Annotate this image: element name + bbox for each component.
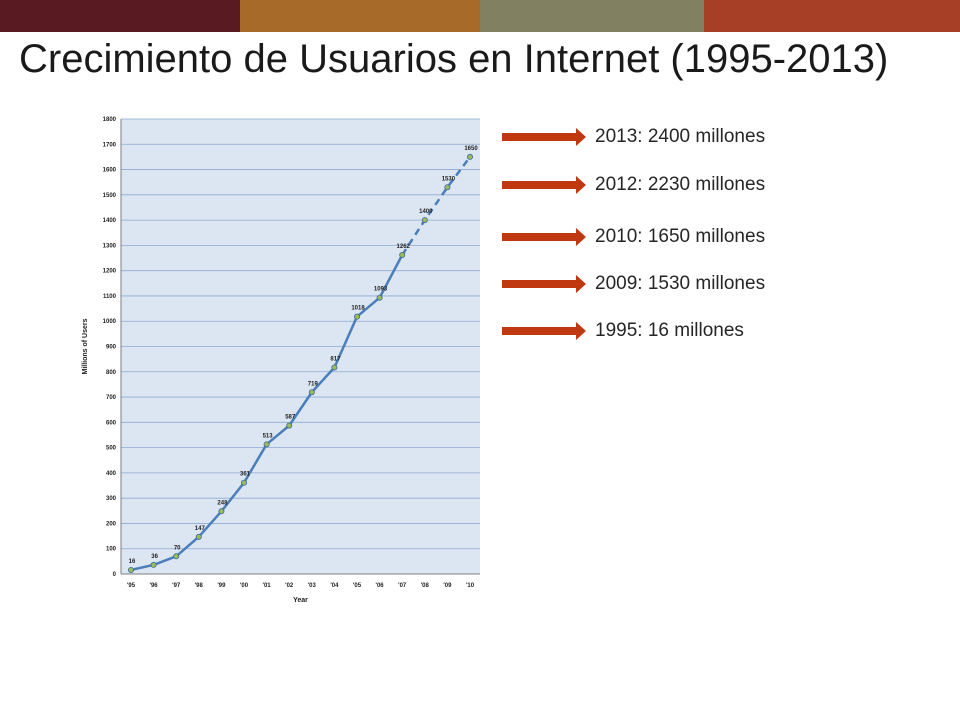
y-tick-label: 1200 bbox=[103, 269, 117, 275]
data-label: 1262 bbox=[397, 244, 411, 250]
data-point bbox=[466, 153, 473, 160]
x-tick-label: '06 bbox=[376, 583, 385, 589]
callout-text: 2009: 1530 millones bbox=[595, 273, 766, 294]
data-label: 248 bbox=[217, 500, 228, 506]
y-tick-label: 800 bbox=[106, 370, 117, 376]
x-tick-label: '08 bbox=[421, 583, 430, 589]
y-tick-label: 1400 bbox=[103, 218, 117, 224]
data-point bbox=[128, 566, 135, 573]
data-label: 147 bbox=[195, 526, 206, 532]
data-point bbox=[286, 422, 293, 429]
x-tick-label: '01 bbox=[263, 583, 272, 589]
y-tick-label: 100 bbox=[106, 547, 117, 553]
data-label: 587 bbox=[285, 415, 296, 421]
y-tick-label: 1100 bbox=[103, 294, 117, 300]
x-tick-label: '05 bbox=[353, 583, 362, 589]
data-point bbox=[218, 508, 225, 515]
data-point bbox=[173, 553, 180, 560]
top-color-bar bbox=[0, 0, 960, 32]
y-tick-label: 1800 bbox=[103, 117, 117, 123]
data-point bbox=[195, 533, 202, 540]
x-tick-label: '09 bbox=[443, 583, 452, 589]
x-tick-label: '03 bbox=[308, 583, 317, 589]
y-tick-label: 1700 bbox=[103, 142, 117, 148]
data-point bbox=[263, 441, 270, 448]
x-tick-label: '04 bbox=[330, 583, 339, 589]
data-point bbox=[150, 561, 157, 568]
y-tick-label: 500 bbox=[106, 446, 117, 452]
data-label: 1400 bbox=[419, 209, 433, 215]
y-tick-label: 1600 bbox=[103, 168, 117, 174]
top-bar-segment bbox=[480, 0, 704, 32]
x-tick-label: '98 bbox=[195, 583, 204, 589]
callout-text: 2010: 1650 millones bbox=[595, 226, 766, 247]
x-axis-label: Year bbox=[293, 597, 308, 604]
series-line-projected bbox=[401, 156, 472, 256]
data-point bbox=[444, 184, 451, 191]
y-tick-label: 1300 bbox=[103, 243, 117, 249]
callout-text: 1995: 16 millones bbox=[595, 320, 744, 341]
y-tick-label: 300 bbox=[106, 496, 117, 502]
data-label: 719 bbox=[308, 381, 319, 387]
right-arrow-icon bbox=[502, 176, 586, 194]
right-arrow-icon bbox=[502, 128, 586, 146]
x-tick-label: '02 bbox=[285, 583, 294, 589]
x-tick-label: '95 bbox=[127, 583, 136, 589]
y-tick-label: 400 bbox=[106, 471, 117, 477]
y-tick-label: 0 bbox=[113, 572, 117, 578]
top-bar-segment bbox=[240, 0, 480, 32]
data-label: 1018 bbox=[351, 306, 365, 312]
y-tick-label: 900 bbox=[106, 345, 117, 351]
y-tick-label: 700 bbox=[106, 395, 117, 401]
data-label: 817 bbox=[330, 356, 341, 362]
data-label: 1530 bbox=[442, 176, 456, 182]
right-arrow-icon bbox=[502, 228, 586, 246]
right-arrow-icon bbox=[502, 322, 586, 340]
data-point bbox=[376, 294, 383, 301]
y-tick-label: 1000 bbox=[103, 319, 117, 325]
y-tick-label: 1500 bbox=[103, 193, 117, 199]
data-label: 1650 bbox=[464, 146, 478, 152]
data-label: 36 bbox=[151, 554, 158, 560]
internet-users-line-chart: 0 100 200 300 400 500 600 700 800 900 1000 1100 1200… bbox=[82, 117, 480, 604]
callout-text: 2013: 2400 millones bbox=[595, 126, 766, 147]
data-point bbox=[353, 313, 360, 320]
data-point bbox=[308, 389, 315, 396]
x-tick-label: '10 bbox=[466, 583, 475, 589]
y-axis-label: Millions of Users bbox=[82, 318, 89, 374]
top-bar-segment bbox=[0, 0, 240, 32]
right-arrow-icon bbox=[502, 275, 586, 293]
data-label: 16 bbox=[129, 559, 136, 565]
slide-title: Crecimiento de Usuarios en Internet (199… bbox=[19, 37, 889, 81]
data-point bbox=[331, 364, 338, 371]
data-label: 361 bbox=[240, 472, 251, 478]
x-tick-label: '96 bbox=[150, 583, 159, 589]
x-tick-label: '00 bbox=[240, 583, 249, 589]
data-point bbox=[240, 479, 247, 486]
top-bar-segment bbox=[704, 0, 960, 32]
x-tick-label: '07 bbox=[398, 583, 407, 589]
y-tick-label: 200 bbox=[106, 521, 117, 527]
y-tick-label: 600 bbox=[106, 420, 117, 426]
x-tick-label: '97 bbox=[172, 583, 181, 589]
data-label: 1093 bbox=[374, 287, 388, 293]
data-label: 513 bbox=[263, 433, 274, 439]
data-point bbox=[399, 251, 406, 258]
x-tick-label: '99 bbox=[217, 583, 226, 589]
data-label: 70 bbox=[174, 545, 181, 551]
callout-text: 2012: 2230 millones bbox=[595, 174, 766, 195]
data-point bbox=[421, 217, 428, 224]
